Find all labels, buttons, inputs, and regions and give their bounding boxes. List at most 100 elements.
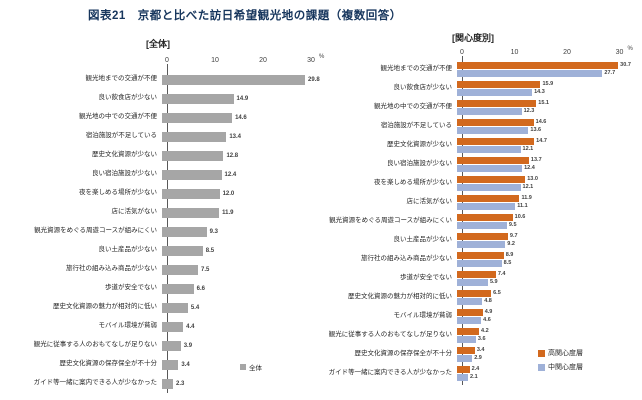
chart-header-overall: [全体] (146, 39, 170, 49)
category-label: 観光資源をめぐる周遊コースが組みにくい (329, 217, 452, 225)
bar-track: 4.9 4.6 (457, 307, 642, 326)
bar-overall (162, 188, 220, 199)
value-label-mid-interest: 2.9 (474, 354, 482, 361)
value-label-high-interest: 13.7 (530, 157, 542, 163)
bar-row: 観光に従事する人のおもてなしが足りない 3.9 (0, 336, 322, 355)
value-label: 3.4 (181, 361, 190, 368)
bar-track: 15.1 12.3 (457, 98, 642, 117)
bar-row: モバイル環境が貧弱 4.9 4.6 (322, 307, 642, 326)
x-axis-unit-label: % (319, 54, 325, 60)
value-label-mid-interest: 2.1 (470, 373, 478, 380)
bar-high-interest (457, 252, 504, 259)
bar-high-interest (457, 214, 513, 221)
bar-track: 5.4 (162, 298, 322, 317)
category-label: モバイル環境が貧弱 (393, 312, 453, 320)
bar-row: モバイル環境が貧弱 4.4 (0, 317, 322, 336)
category-label: 良い土産品が少ない (98, 246, 158, 254)
bar-row: 良い宿泊施設が少ない 13.7 12.4 (322, 155, 642, 174)
bar-overall (162, 340, 181, 351)
bar-row: 歴史文化資源の保存保全が不十分 3.4 (0, 355, 322, 374)
bar-rows-overall: 観光地までの交通が不便 29.8 良い飲食店が少ない 14.9 観光地の中での交通が不便… (0, 70, 322, 393)
bar-overall (162, 93, 234, 104)
category-label: 歴史文化資源の魅力が相対的に低い (53, 303, 157, 311)
bar-row: 夜を楽しめる場所が少ない 13.0 12.1 (322, 174, 642, 193)
bar-row: 良い宿泊施設が少ない 12.4 (0, 165, 322, 184)
legend-label-high-interest: 高関心度層 (548, 350, 583, 357)
bar-overall (162, 359, 179, 370)
bar-row: ガイド等一緒に案内できる人が少なかった 2.3 (0, 374, 322, 393)
bar-overall (162, 207, 220, 218)
bar-track: 29.8 (162, 70, 322, 89)
category-label: 歴史文化資源が少ない (92, 151, 157, 159)
bar-high-interest (457, 157, 529, 164)
category-label: 夜を楽しめる場所が少ない (374, 179, 452, 187)
value-label-high-interest: 15.9 (542, 81, 554, 87)
bar-track: 11.9 11.1 (457, 193, 642, 212)
bar-track: 7.5 (162, 260, 322, 279)
category-label: 観光資源をめぐる周遊コースが組みにくい (34, 227, 157, 235)
bar-row: 観光資源をめぐる周遊コースが組みにくい 9.3 (0, 222, 322, 241)
bar-row: 夜を楽しめる場所が少ない 12.0 (0, 184, 322, 203)
mid-interest-swatch-icon (538, 363, 545, 371)
bar-mid-interest (457, 240, 506, 248)
bar-high-interest (457, 309, 483, 316)
bar-mid-interest (457, 202, 516, 210)
bar-row: 店に活気がない 11.9 (0, 203, 322, 222)
bar-track: 13.0 12.1 (457, 174, 642, 193)
value-label: 12.0 (222, 190, 235, 197)
value-label-mid-interest: 11.1 (517, 202, 528, 209)
category-label: 観光地までの交通が不便 (380, 65, 453, 73)
bar-track: 11.9 (162, 203, 322, 222)
value-label-mid-interest: 5.9 (489, 278, 498, 285)
bar-row: 良い飲食店が少ない 15.9 14.3 (322, 79, 642, 98)
bar-overall (162, 245, 203, 256)
category-label: 歴史文化資源が少ない (387, 141, 452, 149)
bar-mid-interest (457, 316, 482, 324)
x-axis-tick: 10 (211, 57, 219, 64)
bar-overall (162, 378, 174, 389)
bar-mid-interest (457, 373, 469, 381)
category-label: ガイド等一緒に案内できる人が少なかった (33, 379, 157, 387)
bar-mid-interest (457, 278, 488, 286)
legend-label-mid-interest: 中関心度層 (548, 364, 583, 371)
bar-mid-interest (457, 107, 522, 115)
bar-track: 2.4 2.1 (457, 364, 642, 383)
category-label: 観光地までの交通が不便 (85, 75, 158, 83)
value-label: 9.3 (209, 228, 218, 235)
value-label-high-interest: 4.2 (481, 328, 489, 334)
bar-track: 13.4 (162, 127, 322, 146)
value-label: 7.5 (201, 266, 210, 273)
bar-mid-interest (457, 145, 521, 153)
bar-track: 6.6 (162, 279, 322, 298)
value-label-mid-interest: 4.6 (483, 316, 491, 323)
bar-mid-interest (457, 297, 483, 305)
bar-high-interest (457, 81, 541, 88)
bar-mid-interest (457, 88, 533, 96)
bar-high-interest (457, 347, 475, 354)
bar-high-interest (457, 328, 480, 335)
bar-track: 9.3 (162, 222, 322, 241)
bar-overall (162, 321, 184, 332)
value-label-mid-interest: 13.6 (530, 126, 542, 133)
bar-track: 7.4 5.9 (457, 269, 642, 288)
category-label: 旅行社の組み込み商品が少ない (66, 265, 157, 273)
legend-item-mid-interest: 中関心度層 (538, 362, 583, 372)
value-label: 3.9 (183, 342, 193, 349)
overall-swatch-icon (240, 364, 246, 370)
bar-mid-interest (457, 335, 476, 343)
bar-mid-interest (457, 354, 473, 362)
category-label: 歴史文化資源の保存保全が不十分 (59, 360, 158, 368)
bar-track: 6.5 4.8 (457, 288, 642, 307)
category-label: 観光に従事する人のおもてなしが足りない (33, 341, 157, 349)
bar-mid-interest (457, 69, 603, 77)
category-label: 歴史文化資源の保存保全が不十分 (354, 350, 453, 358)
bar-track: 3.4 (162, 355, 322, 374)
bar-high-interest (457, 271, 496, 278)
bar-track: 12.8 (162, 146, 322, 165)
value-label: 5.4 (190, 304, 200, 311)
value-label-mid-interest: 9.5 (508, 221, 517, 228)
bar-row: 良い土産品が少ない 8.5 (0, 241, 322, 260)
value-label-high-interest: 10.6 (514, 214, 526, 220)
category-label: 宿泊施設が不足している (380, 122, 452, 130)
value-label: 12.8 (226, 152, 239, 159)
